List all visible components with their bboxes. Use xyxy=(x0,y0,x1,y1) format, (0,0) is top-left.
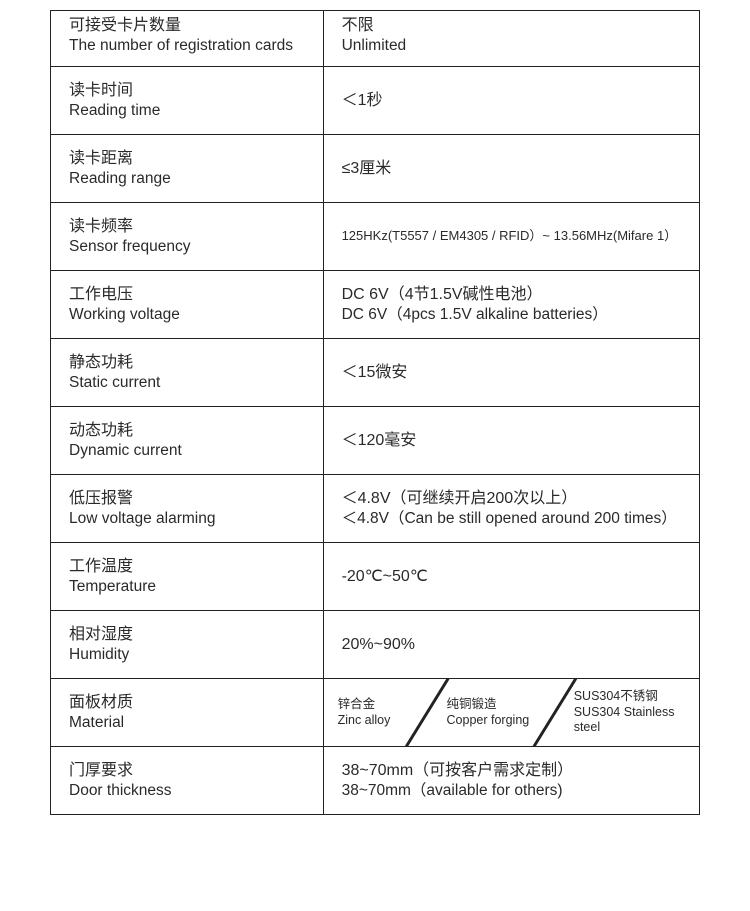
label-cn: 工作温度 xyxy=(69,557,309,577)
table-row: 门厚要求 Door thickness 38~70mm（可按客户需求定制） 38… xyxy=(51,747,700,815)
material-col3-cn: SUS304不锈钢 xyxy=(574,689,689,705)
value: ＜15微安 xyxy=(342,363,685,383)
material-col2-en: Copper forging xyxy=(447,713,550,729)
table-row: 工作电压 Working voltage DC 6V（4节1.5V碱性电池） D… xyxy=(51,271,700,339)
table-row: 动态功耗 Dynamic current ＜120毫安 xyxy=(51,407,700,475)
material-col3-en: SUS304 Stainless steel xyxy=(574,705,689,736)
label-en: Low voltage alarming xyxy=(69,509,309,528)
value-cn: 38~70mm（可按客户需求定制） xyxy=(342,761,685,781)
label-cn: 读卡距离 xyxy=(69,149,309,169)
value: ＜1秒 xyxy=(342,91,685,111)
label-en: Material xyxy=(69,713,309,732)
label-cn: 面板材质 xyxy=(69,693,309,713)
label-cn: 动态功耗 xyxy=(69,421,309,441)
label-en: Temperature xyxy=(69,577,309,596)
table-row: 读卡距离 Reading range ≤3厘米 xyxy=(51,135,700,203)
value-cn: 不限 xyxy=(342,16,685,36)
label-en: Dynamic current xyxy=(69,441,309,460)
label-en: Reading time xyxy=(69,101,309,120)
value: ＜120毫安 xyxy=(342,431,685,451)
table-row: 相对湿度 Humidity 20%~90% xyxy=(51,611,700,679)
value-en: Unlimited xyxy=(342,36,685,55)
label-cn: 读卡频率 xyxy=(69,217,309,237)
label-en: Sensor frequency xyxy=(69,237,309,256)
table-row: 工作温度 Temperature -20℃~50℃ xyxy=(51,543,700,611)
table-row: 面板材质 Material 锌合金 Zinc alloy 纯铜锻造 Copper… xyxy=(51,679,700,747)
label-cn: 门厚要求 xyxy=(69,761,309,781)
table-row: 静态功耗 Static current ＜15微安 xyxy=(51,339,700,407)
label-en: The number of registration cards xyxy=(69,36,309,55)
value-cn: DC 6V（4节1.5V碱性电池） xyxy=(342,285,685,305)
spec-table-wrapper: 可接受卡片数量 The number of registration cards… xyxy=(0,0,750,911)
value: 125HKz(T5557 / EM4305 / RFID）~ 13.56MHz(… xyxy=(342,228,685,245)
value-cn: ＜4.8V（可继续开启200次以上） xyxy=(342,489,685,509)
material-col1-cn: 锌合金 xyxy=(338,697,423,713)
value-en: DC 6V（4pcs 1.5V alkaline batteries） xyxy=(342,305,685,324)
label-cn: 读卡时间 xyxy=(69,81,309,101)
value: ≤3厘米 xyxy=(342,159,685,179)
label-en: Working voltage xyxy=(69,305,309,324)
label-en: Humidity xyxy=(69,645,309,664)
value: -20℃~50℃ xyxy=(342,567,685,587)
label-en: Reading range xyxy=(69,169,309,188)
label-en: Static current xyxy=(69,373,309,392)
material-col2-cn: 纯铜锻造 xyxy=(447,697,550,713)
table-row: 低压报警 Low voltage alarming ＜4.8V（可继续开启200… xyxy=(51,475,700,543)
material-cell: 锌合金 Zinc alloy 纯铜锻造 Copper forging SUS30… xyxy=(323,679,699,747)
label-cn: 相对湿度 xyxy=(69,625,309,645)
value-en: 38~70mm（available for others) xyxy=(342,781,685,800)
label-cn: 低压报警 xyxy=(69,489,309,509)
table-row: 读卡时间 Reading time ＜1秒 xyxy=(51,67,700,135)
label-cn: 静态功耗 xyxy=(69,353,309,373)
table-row: 读卡频率 Sensor frequency 125HKz(T5557 / EM4… xyxy=(51,203,700,271)
value-en: ＜4.8V（Can be still opened around 200 tim… xyxy=(342,509,685,528)
label-en: Door thickness xyxy=(69,781,309,800)
table-row: 可接受卡片数量 The number of registration cards… xyxy=(51,11,700,67)
label-cn: 工作电压 xyxy=(69,285,309,305)
spec-table: 可接受卡片数量 The number of registration cards… xyxy=(50,10,700,815)
label-cn: 可接受卡片数量 xyxy=(69,16,309,36)
value: 20%~90% xyxy=(342,635,685,655)
material-col1-en: Zinc alloy xyxy=(338,713,423,729)
